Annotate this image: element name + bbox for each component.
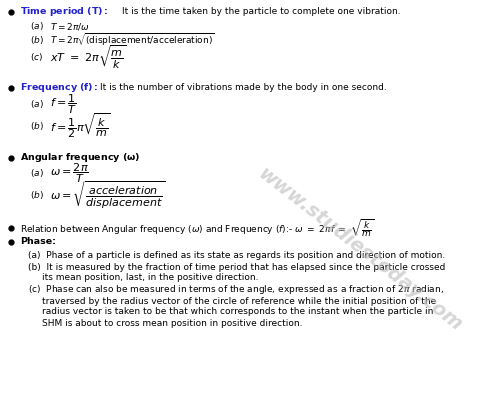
Text: Phase:: Phase: [20,238,56,246]
Text: $(a)$: $(a)$ [30,167,44,179]
Text: $\omega = \sqrt{\dfrac{\mathrm{\mathit{acceleration}}}{\mathrm{\mathit{displacem: $\omega = \sqrt{\dfrac{\mathrm{\mathit{a… [50,179,165,211]
Text: $T = 2\pi/\omega$: $T = 2\pi/\omega$ [50,21,90,32]
Text: $(a)$: $(a)$ [30,98,44,110]
Text: $(c)$: $(c)$ [30,51,43,63]
Text: $(b)$: $(b)$ [30,120,44,132]
Text: traversed by the radius vector of the circle of reference while the initial posi: traversed by the radius vector of the ci… [42,297,436,305]
Text: www.studiestoday.com: www.studiestoday.com [254,164,466,335]
Text: (a)  Phase of a particle is defined as its state as regards its position and dir: (a) Phase of a particle is defined as it… [28,250,445,259]
Text: (b)  It is measured by the fraction of time period that has elapsed since the pa: (b) It is measured by the fraction of ti… [28,263,445,271]
Text: It is the number of vibrations made by the body in one second.: It is the number of vibrations made by t… [100,84,387,93]
Text: SHM is about to cross mean position in positive direction.: SHM is about to cross mean position in p… [42,318,302,328]
Text: Relation between Angular frequency $(\omega)$ and Frequency $(f)$:- $\omega\ =\ : Relation between Angular frequency $(\om… [20,217,374,239]
Text: $\bf{Time\ period\ (T):}$: $\bf{Time\ period\ (T):}$ [20,6,108,19]
Text: its mean position, last, in the positive direction.: its mean position, last, in the positive… [42,274,259,282]
Text: $f = \dfrac{1}{2}\pi\sqrt{\dfrac{k}{m}}$: $f = \dfrac{1}{2}\pi\sqrt{\dfrac{k}{m}}$ [50,112,111,140]
Text: $(b)$: $(b)$ [30,189,44,201]
Text: $\bf{Frequency\ (f):}$: $\bf{Frequency\ (f):}$ [20,82,99,95]
Text: $(b)$: $(b)$ [30,34,44,46]
Text: $T =2\pi\sqrt{\mathrm{(displacement/acceleration)}}$: $T =2\pi\sqrt{\mathrm{(displacement/acce… [50,32,215,48]
Text: $xT\ =\ 2\pi\sqrt{\dfrac{m}{k}}$: $xT\ =\ 2\pi\sqrt{\dfrac{m}{k}}$ [50,43,126,71]
Text: $\omega =\dfrac{2\pi}{T}$: $\omega =\dfrac{2\pi}{T}$ [50,161,89,185]
Text: $(a)$: $(a)$ [30,20,44,32]
Text: radius vector is taken to be that which corresponds to the instant when the part: radius vector is taken to be that which … [42,307,434,316]
Text: $\bf{Angular\ frequency\ (\omega)}$: $\bf{Angular\ frequency\ (\omega)}$ [20,152,140,164]
Text: It is the time taken by the particle to complete one vibration.: It is the time taken by the particle to … [122,8,400,17]
Text: (c)  Phase can also be measured in terms of the angle, expressed as a fraction o: (c) Phase can also be measured in terms … [28,284,444,297]
Text: $f = \dfrac{1}{T}$: $f = \dfrac{1}{T}$ [50,92,77,116]
